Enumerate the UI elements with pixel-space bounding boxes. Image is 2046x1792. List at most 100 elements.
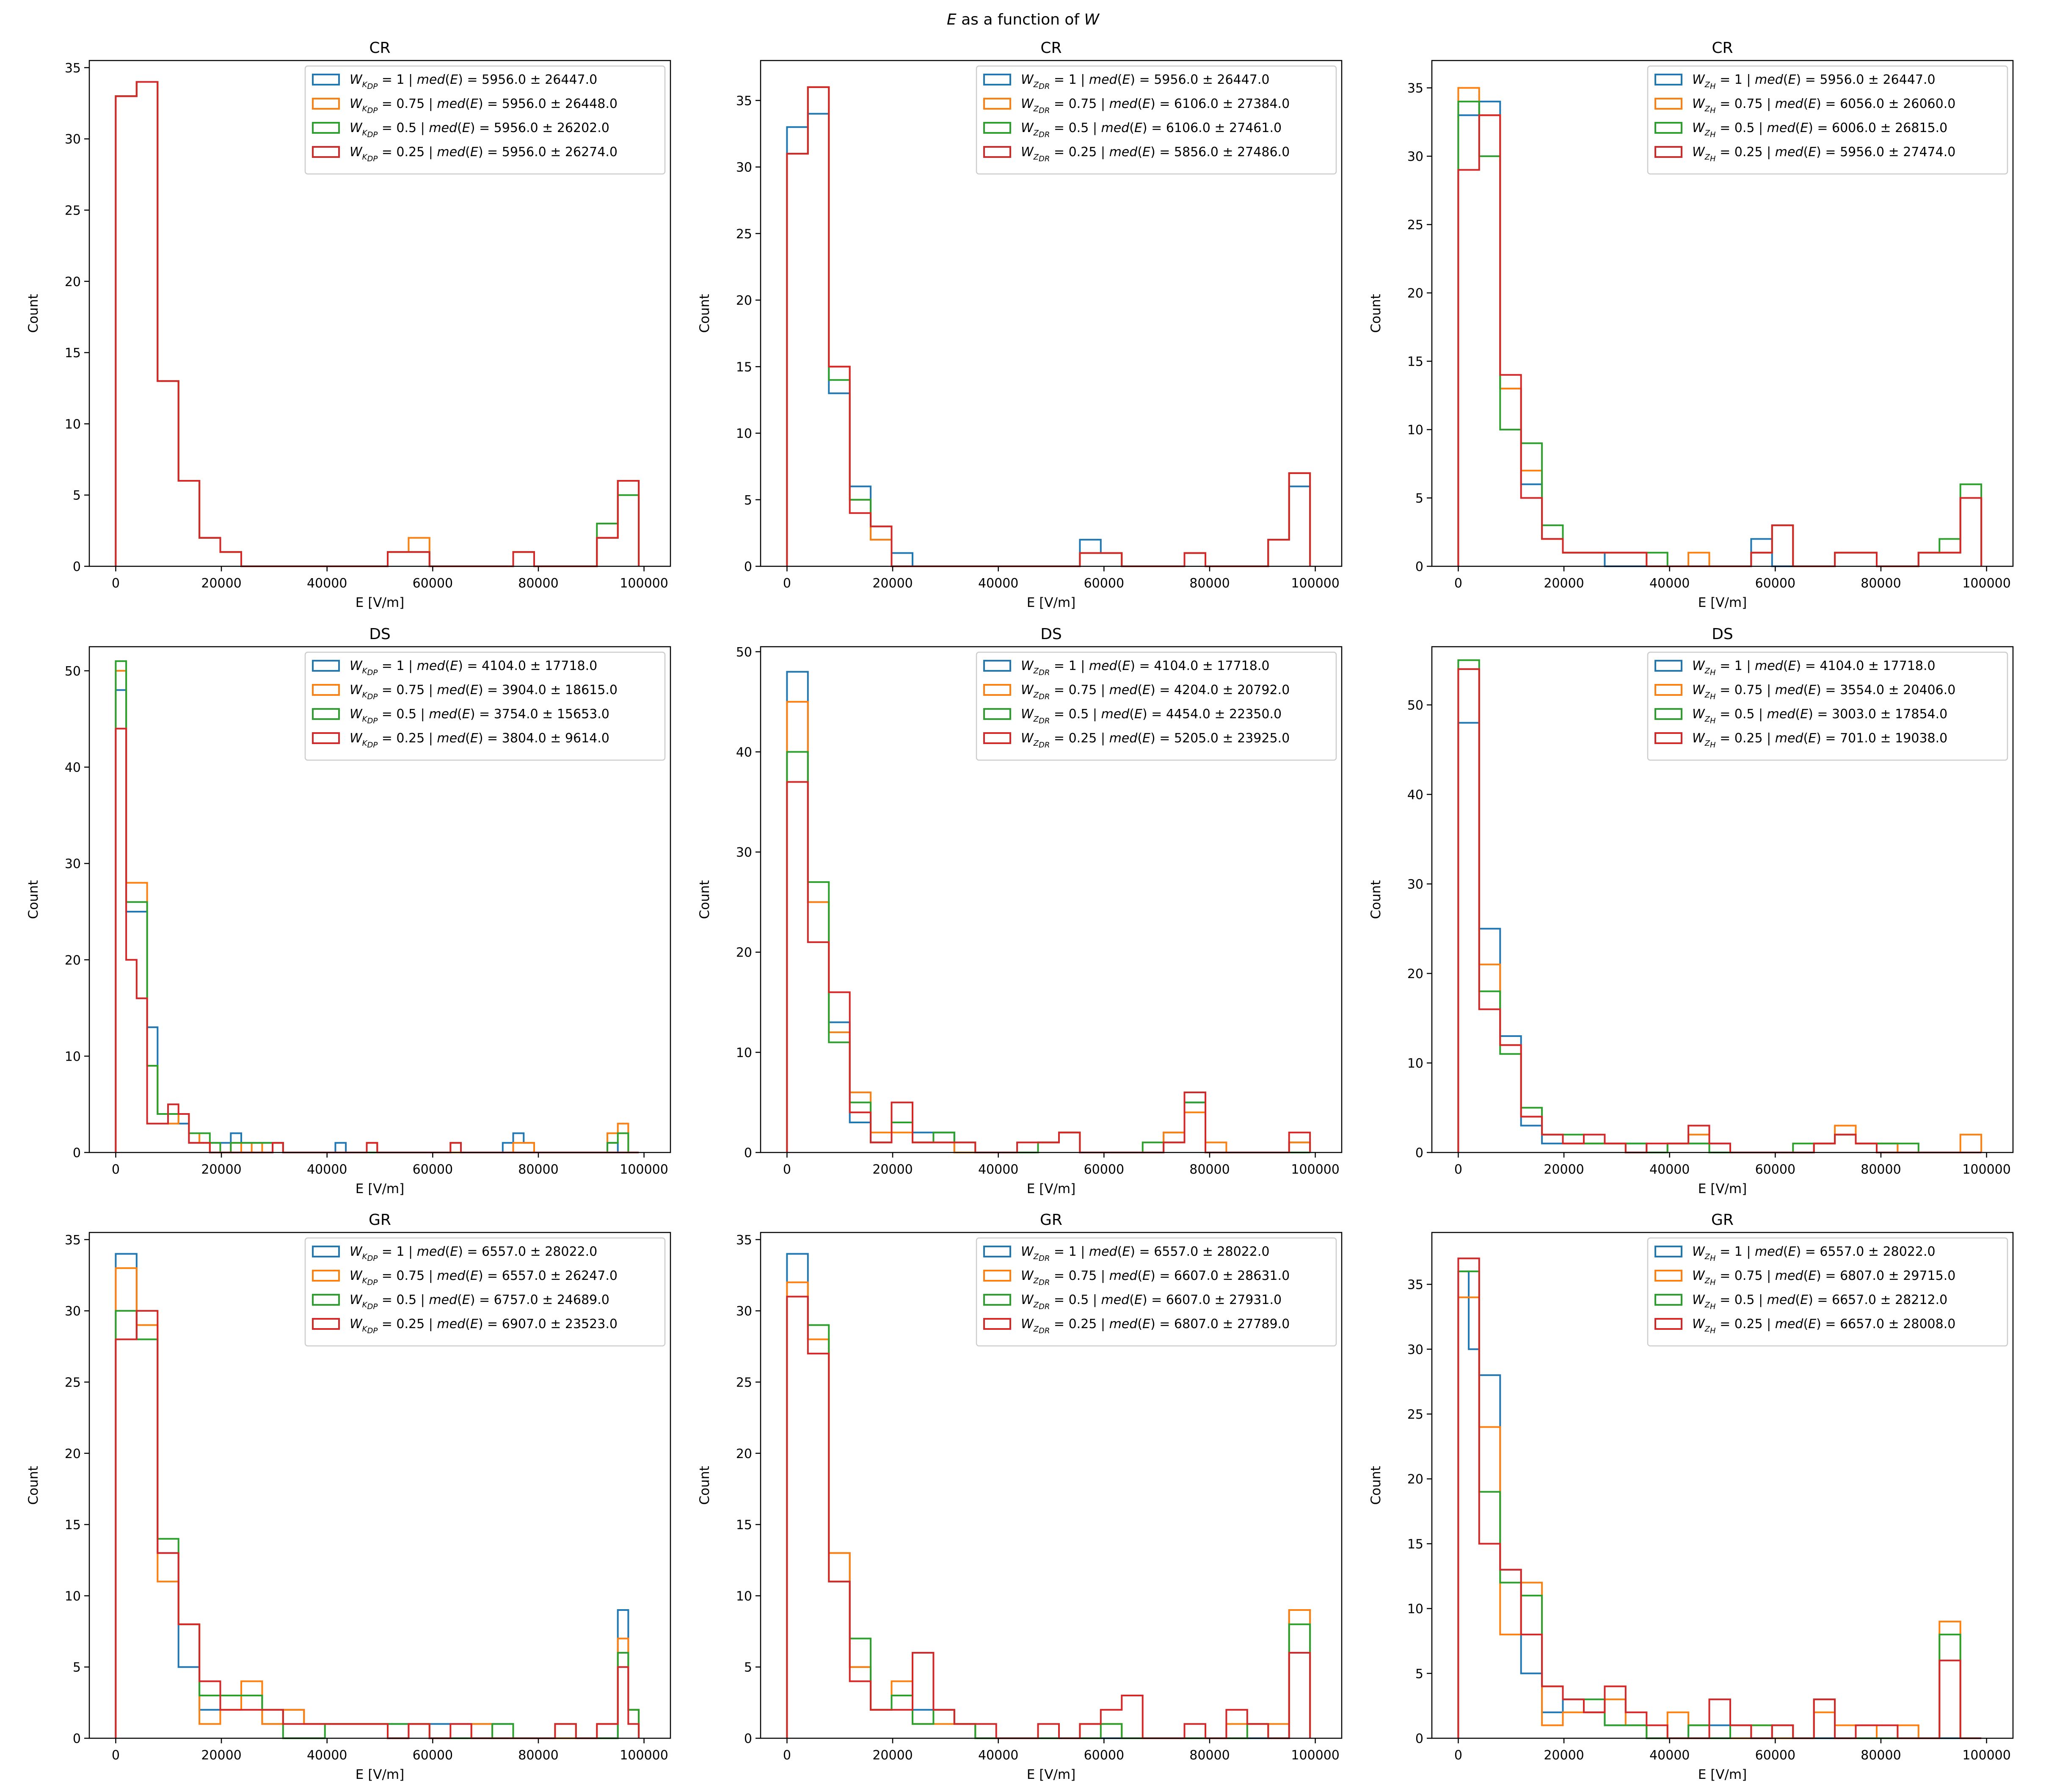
x-tick-label: 60000 [1755,1748,1795,1763]
legend-med-symbol: med [1109,731,1138,746]
legend-w-symbol: W [1021,72,1034,87]
legend-w-subscript: Z [1704,1252,1710,1261]
y-tick-label: 10 [1407,1602,1423,1617]
y-axis-label: Count [26,1466,41,1505]
legend-e-symbol: E [462,121,470,135]
legend-values: ) = 3754.0 ± 15653.0 [470,707,609,722]
legend-swatch [1654,146,1682,158]
legend-e-symbol: E [1808,683,1816,698]
legend-swatch [983,708,1011,720]
legend-w-subscript: Z [1033,667,1039,675]
legend-w-subscript: K [362,739,368,748]
legend-e-symbol: E [1800,707,1808,722]
legend-med-symbol: med [437,683,466,698]
x-tick-label: 0 [783,1162,791,1177]
legend-med-symbol: med [437,1317,466,1332]
legend-values: ) = 6106.0 ± 27461.0 [1142,121,1282,135]
legend-e-symbol: E [470,145,478,160]
legend-paren-open: ( [1803,731,1808,746]
x-tick-label: 40000 [978,1748,1018,1763]
legend-paren-open: ( [457,707,462,722]
x-tick-label: 60000 [413,1748,453,1763]
y-axis-label: Count [697,880,712,919]
x-tick-label: 80000 [1189,576,1230,591]
legend-paren-open: ( [445,659,450,673]
legend-w-subsubscript: H [1710,717,1716,725]
legend-weight: = 0.25 | [1716,1317,1775,1332]
legend-entry-label: WZDR = 1 | med(E) = 5956.0 ± 26447.0 [1021,72,1269,91]
legend-med-symbol: med [1089,72,1118,87]
legend-w-subscript: K [362,667,368,675]
legend-paren-open: ( [1137,145,1142,160]
legend-swatch [983,146,1011,158]
legend-w-subsubscript: DR [1039,106,1050,115]
legend-swatch [1654,1246,1682,1257]
legend-values: ) = 6056.0 ± 26060.0 [1816,96,1955,111]
legend-weight: = 0.25 | [1050,145,1109,160]
legend-w-subscript: K [362,105,368,113]
x-tick-label: 0 [1454,1748,1462,1763]
legend-values: ) = 5956.0 ± 26448.0 [478,96,618,111]
legend: WKDP = 1 | med(E) = 4104.0 ± 17718.0WKDP… [304,651,666,761]
figure-title: E as a function of W [947,11,1100,28]
legend-med-symbol: med [429,121,458,135]
legend: WKDP = 1 | med(E) = 6557.0 ± 28022.0WKDP… [304,1237,666,1347]
y-tick-label: 0 [73,560,81,574]
figure-title-mid: as a function of [957,11,1084,28]
legend-w-subscript: K [362,1301,368,1310]
legend-med-symbol: med [417,1244,446,1259]
x-tick-label: 20000 [201,1162,241,1177]
histogram-panel: DS 0 20000 40000 60000 80000 100000 0 10 20 30 40 50… [1368,626,2014,1197]
legend-w-symbol: W [1021,1244,1034,1259]
legend-med-symbol: med [1109,683,1138,698]
y-tick-label: 40 [65,761,81,775]
legend-w-subscript: K [362,1325,368,1334]
legend-frame [976,1237,1337,1347]
x-tick-label: 20000 [1544,576,1584,591]
legend-values: ) = 6657.0 ± 28212.0 [1808,1293,1947,1307]
legend-w-subsubscript: DR [1039,741,1050,750]
legend-paren-open: ( [1803,1268,1808,1283]
legend-e-symbol: E [462,707,470,722]
legend-w-subscript: Z [1033,715,1039,724]
legend-e-symbol: E [1808,1317,1816,1332]
legend-entry-label: WZH = 0.25 | med(E) = 5956.0 ± 27474.0 [1692,145,1955,163]
legend-w-subsubscript: DR [1039,1278,1050,1287]
histogram-series-outline [786,1296,1311,1739]
y-tick-label: 50 [65,664,81,679]
legend-entry-label: WZH = 0.25 | med(E) = 6657.0 ± 28008.0 [1692,1317,1955,1335]
axes-frame [760,60,1343,567]
legend-w-subscript: K [362,1276,368,1285]
legend-w-subsubscript: H [1710,741,1716,750]
histogram-panel: DS 0 20000 40000 60000 80000 100000 0 10 20 30 40 50… [697,626,1343,1197]
legend-values: ) = 6807.0 ± 29715.0 [1816,1268,1955,1283]
legend-w-subsubscript: DP [367,692,378,701]
legend-frame [304,651,666,761]
legend-w-subscript: Z [1704,691,1710,700]
y-tick-label: 0 [73,1146,81,1161]
legend-w-symbol: W [1021,96,1034,111]
y-tick-label: 25 [736,1375,752,1390]
legend-w-subsubscript: DR [1039,1326,1050,1335]
y-tick-label: 25 [736,227,752,242]
legend-entry-label: WZH = 0.5 | med(E) = 6006.0 ± 26815.0 [1692,121,1947,139]
legend-entry-label: WKDP = 0.75 | med(E) = 3904.0 ± 18615.0 [350,683,618,701]
legend-swatch [1654,98,1682,110]
legend-paren-open: ( [1803,145,1808,160]
legend-frame [1647,651,2008,761]
legend-med-symbol: med [1089,659,1118,673]
x-tick-label: 0 [783,1748,791,1763]
legend-e-symbol: E [470,683,478,698]
figure-title-var-e: E [947,11,957,28]
x-tick-label: 40000 [307,576,347,591]
histogram-panel: CR 0 20000 40000 60000 80000 100000 0 5 10 15 20 25 3… [1368,39,2014,610]
x-tick-label: 80000 [1861,1748,1901,1763]
legend-weight: = 1 | [1050,659,1089,673]
x-tick-label: 100000 [620,1162,668,1177]
legend-w-symbol: W [1692,1244,1705,1259]
x-tick-label: 80000 [1189,1748,1230,1763]
histogram-series-outline [1457,1296,1982,1739]
legend-entry-label: WZH = 0.5 | med(E) = 6657.0 ± 28212.0 [1692,1293,1947,1311]
axes-frame [1431,1232,2014,1739]
legend-w-symbol: W [1021,707,1034,722]
